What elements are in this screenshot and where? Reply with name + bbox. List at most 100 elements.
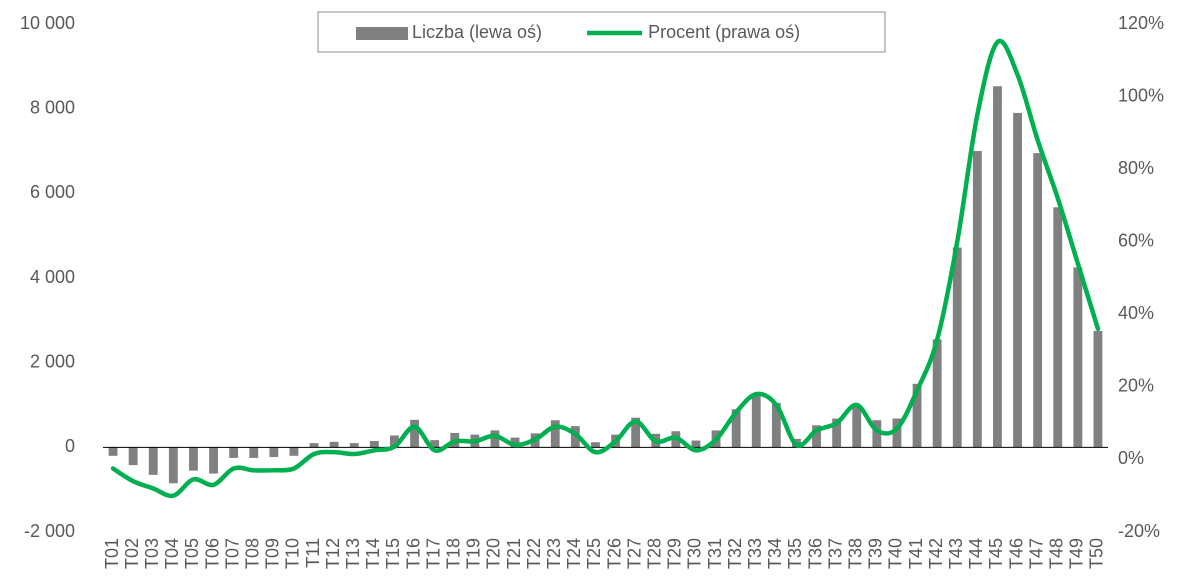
bar	[108, 447, 118, 456]
bar	[852, 405, 862, 448]
x-tick-label: T14	[363, 538, 383, 569]
x-tick-label: T22	[524, 538, 544, 569]
x-tick-label: T26	[604, 538, 624, 569]
x-tick-label: T15	[383, 538, 403, 569]
y-tick-label: 10 000	[20, 13, 75, 33]
x-tick-label: T38	[846, 538, 866, 569]
x-tick-label: T37	[825, 538, 845, 569]
bar	[430, 440, 440, 448]
bar	[1033, 153, 1043, 448]
x-tick-label: T50	[1087, 538, 1107, 569]
x-tick-label: T39	[866, 538, 886, 569]
x-tick-label: T35	[785, 538, 805, 569]
x-tick-label: T32	[725, 538, 745, 569]
bar	[892, 418, 902, 448]
y2-tick-label: 120%	[1118, 13, 1164, 33]
x-tick-label: T12	[323, 538, 343, 569]
x-tick-label: T48	[1047, 538, 1067, 569]
bar	[812, 425, 821, 448]
x-tick-label: T30	[685, 538, 705, 569]
bar	[751, 394, 761, 448]
x-tick-label: T44	[966, 538, 986, 569]
x-tick-label: T31	[705, 538, 725, 569]
x-tick-label: T40	[886, 538, 906, 569]
bar	[1053, 207, 1063, 448]
x-tick-label: T03	[142, 538, 162, 569]
x-tick-label: T34	[765, 538, 785, 569]
x-tick-label: T27	[624, 538, 644, 569]
bar	[1093, 330, 1103, 448]
bar	[932, 339, 942, 448]
x-tick-label: T47	[1026, 538, 1046, 569]
bar	[972, 151, 982, 448]
bar	[1073, 267, 1083, 448]
bar	[912, 383, 922, 448]
y-tick-label: 2 000	[30, 351, 75, 371]
y2-tick-label: 20%	[1118, 376, 1154, 396]
x-tick-label: T05	[182, 538, 202, 569]
y-tick-label: 0	[65, 436, 75, 456]
bar	[832, 418, 842, 448]
y2-tick-label: -20%	[1118, 521, 1160, 541]
x-tick-label: T09	[263, 538, 283, 569]
legend-label: Liczba (lewa oś)	[412, 22, 542, 42]
legend-label: Procent (prawa oś)	[648, 22, 800, 42]
x-tick-label: T02	[122, 538, 142, 569]
bar	[289, 447, 299, 456]
bar	[369, 440, 379, 448]
y-tick-label: -2 000	[24, 521, 75, 541]
x-tick-label: T46	[1006, 538, 1026, 569]
y2-tick-label: 0%	[1118, 448, 1144, 468]
bar	[1013, 112, 1022, 448]
line	[110, 38, 1101, 499]
x-tick-label: T21	[504, 538, 524, 569]
x-tick-label: T08	[243, 538, 263, 569]
x-tick-label: T06	[202, 538, 222, 569]
x-tick-label: T19	[464, 538, 484, 569]
x-tick-label: T36	[805, 538, 825, 569]
bar	[309, 443, 319, 448]
y-tick-label: 4 000	[30, 267, 75, 287]
bar	[128, 447, 138, 466]
bar	[349, 443, 359, 448]
bar	[209, 447, 218, 474]
bar	[168, 447, 178, 484]
y2-tick-label: 100%	[1118, 85, 1164, 105]
bar	[410, 419, 419, 448]
bar	[993, 86, 1002, 448]
x-tick-label: T16	[403, 538, 423, 569]
bar	[771, 402, 781, 448]
bar	[631, 417, 641, 448]
x-tick-label: T24	[564, 538, 584, 569]
x-tick-label: T04	[162, 538, 182, 569]
x-tick-label: T29	[665, 538, 685, 569]
x-tick-label: T20	[484, 538, 504, 569]
x-tick-label: T13	[343, 538, 363, 569]
x-tick-label: T25	[584, 538, 604, 569]
bar	[249, 447, 259, 458]
x-tick-label: T11	[303, 538, 323, 568]
legend-swatch	[356, 27, 408, 40]
x-tick-label: T18	[444, 538, 464, 569]
y2-tick-label: 40%	[1118, 303, 1154, 323]
y-tick-label: 8 000	[30, 97, 75, 117]
x-tick-label: T43	[946, 538, 966, 569]
x-tick-label: T10	[283, 538, 303, 569]
x-tick-label: T23	[544, 538, 564, 569]
bar	[952, 247, 962, 448]
bar	[731, 409, 741, 448]
bar	[550, 420, 560, 448]
x-tick-label: T49	[1067, 538, 1087, 569]
y2-tick-label: 80%	[1118, 158, 1154, 178]
x-tick-label: T01	[102, 538, 122, 569]
bar	[591, 442, 600, 448]
x-tick-label: T17	[423, 538, 443, 569]
y2-tick-label: 60%	[1118, 230, 1154, 250]
x-tick-label: T28	[645, 538, 665, 569]
x-tick-label: T07	[222, 538, 242, 569]
bar	[189, 447, 198, 471]
x-tick-label: T45	[986, 538, 1006, 569]
bar	[329, 441, 339, 448]
bar	[269, 447, 279, 458]
